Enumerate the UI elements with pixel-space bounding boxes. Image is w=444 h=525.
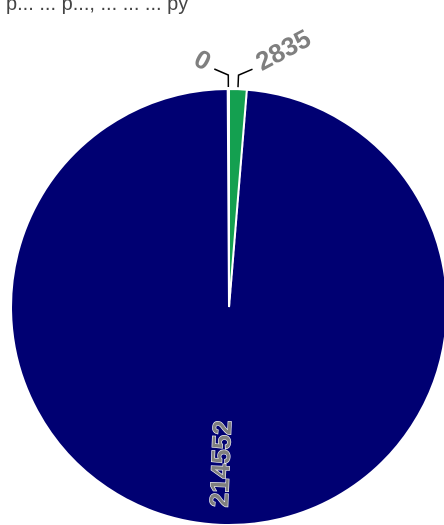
leader-line-2835: [237, 68, 253, 88]
leaders-layer: [214, 68, 253, 88]
leader-line-0: [214, 68, 230, 88]
slice-data-label-214552: 214552: [204, 420, 238, 508]
header-fragment-text: p... ... p..., ... ... ... py: [6, 0, 188, 15]
slice-data-label-2835: 2835: [250, 23, 315, 77]
pie-slice-0: [226, 87, 230, 308]
slice-data-label-0: 0: [189, 43, 216, 76]
